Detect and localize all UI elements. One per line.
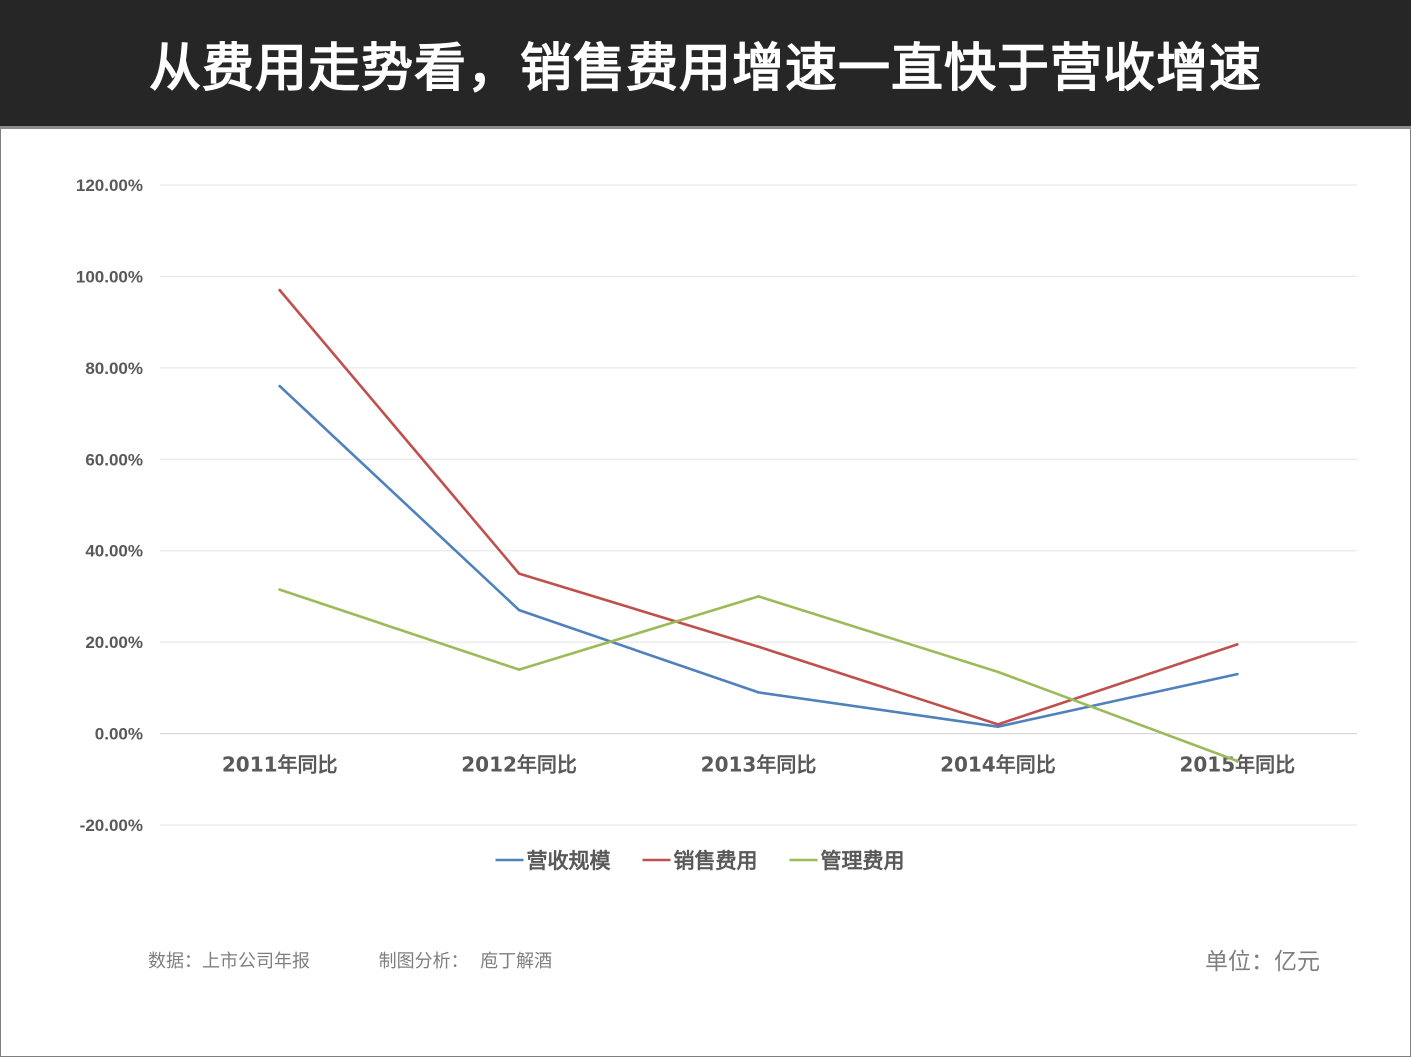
series-line — [278, 588, 1239, 763]
data-point — [996, 725, 1000, 729]
data-point — [996, 670, 1000, 674]
legend-item: 管理费用 — [789, 849, 905, 873]
data-point — [278, 288, 282, 292]
series-line — [278, 288, 1239, 726]
data-source-note: 数据：上市公司年报 制图分析： 庖丁解酒 — [148, 947, 552, 973]
x-axis: 2011年同比 2012年同比 2013年同比 2014年同比 2015年同比 — [222, 753, 1295, 777]
unit-note: 单位：亿元 — [1205, 949, 1320, 975]
data-point — [996, 723, 1000, 726]
chart-grid — [160, 184, 1357, 826]
page-title: 从费用走势看，销售费用增速一直快于营收增速 — [148, 38, 1262, 99]
y-tick-label: 40.00% — [85, 542, 143, 561]
data-point — [517, 572, 521, 575]
x-tick-label: 2011年同比 — [222, 753, 338, 777]
source-value: 上市公司年报 — [202, 951, 310, 972]
analysis-value: 庖丁解酒 — [480, 951, 553, 972]
data-point — [1236, 759, 1239, 763]
analysis-label: 制图分析： — [378, 951, 469, 972]
data-point — [757, 691, 760, 694]
data-point — [1236, 672, 1239, 676]
legend-label: 管理费用 — [821, 849, 905, 873]
y-tick-label: 20.00% — [85, 633, 143, 652]
series-line — [278, 384, 1239, 729]
legend-item: 营收规模 — [495, 849, 612, 873]
legend-label: 销售费用 — [674, 849, 758, 873]
y-axis: 120.00% 100.00% 80.00% 60.00% 40.00% 20.00% 0.… — [76, 176, 143, 835]
title-divider — [0, 126, 1411, 129]
x-tick-label: 2014年同比 — [940, 753, 1056, 777]
y-tick-label: 60.00% — [85, 450, 143, 469]
data-point — [517, 668, 521, 671]
x-tick-label: 2015年同比 — [1179, 753, 1295, 777]
data-point — [278, 384, 282, 388]
x-tick-label: 2012年同比 — [461, 753, 577, 777]
legend-item: 销售费用 — [642, 849, 758, 873]
legend-label: 营收规模 — [527, 849, 612, 873]
y-tick-label: 0.00% — [95, 725, 143, 744]
data-point — [517, 608, 521, 612]
data-point — [757, 645, 760, 649]
x-tick-label: 2013年同比 — [701, 753, 817, 777]
chart-series — [278, 288, 1239, 763]
data-point — [278, 588, 282, 591]
y-tick-label: 100.00% — [76, 267, 143, 286]
title-bar: 从费用走势看，销售费用增速一直快于营收增速 — [0, 0, 1411, 126]
y-tick-label: 80.00% — [85, 359, 143, 378]
data-point — [1236, 643, 1239, 646]
chart-legend: 营收规模 销售费用 管理费用 — [495, 849, 905, 873]
source-label: 数据： — [148, 951, 202, 972]
y-tick-label: 120.00% — [76, 176, 143, 195]
data-point — [757, 595, 760, 598]
y-tick-label: -20.00% — [80, 816, 143, 835]
